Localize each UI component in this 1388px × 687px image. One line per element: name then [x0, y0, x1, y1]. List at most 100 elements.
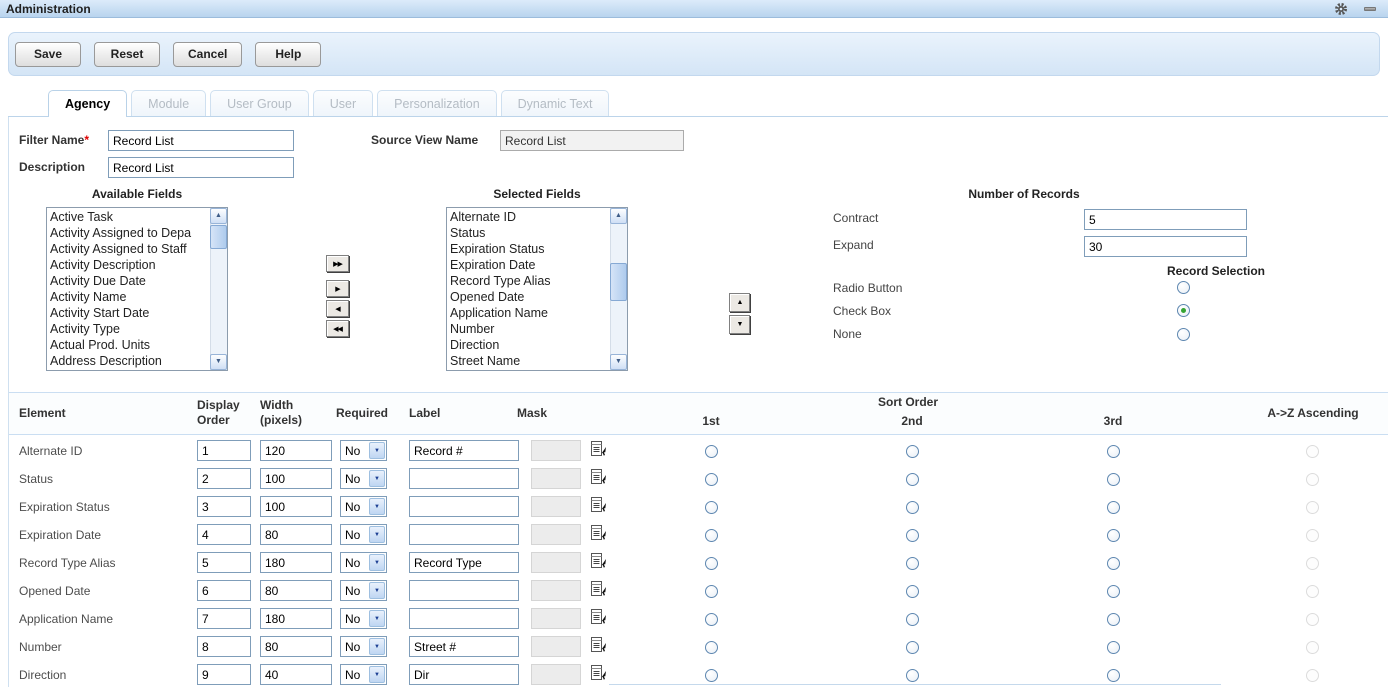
cancel-button[interactable]: Cancel [173, 41, 243, 67]
list-item[interactable]: Actual Prod. Units [50, 338, 151, 352]
sort-1st-radio[interactable] [705, 585, 718, 598]
move-all-right-button[interactable]: ▶▶ [326, 255, 349, 272]
mask-edit-icon[interactable] [590, 608, 607, 627]
label-input[interactable] [409, 496, 519, 517]
sort-3rd-radio[interactable] [1107, 473, 1120, 486]
list-item[interactable]: Activity Type [50, 322, 120, 336]
list-item[interactable]: Alternate ID [450, 210, 517, 224]
list-item[interactable]: Opened Date [450, 290, 525, 304]
contract-input[interactable] [1084, 209, 1247, 230]
label-input[interactable] [409, 580, 519, 601]
save-button[interactable]: Save [15, 41, 81, 67]
mask-edit-icon[interactable] [590, 440, 607, 459]
label-input[interactable] [409, 636, 519, 657]
move-down-button[interactable]: ▼ [729, 315, 750, 334]
scroll-down-icon[interactable]: ▼ [210, 354, 227, 370]
sort-3rd-radio[interactable] [1107, 529, 1120, 542]
move-right-button[interactable]: ▶ [326, 280, 349, 297]
scrollbar-thumb[interactable] [610, 263, 627, 301]
reset-button[interactable]: Reset [94, 41, 160, 67]
list-item[interactable]: Activity Description [50, 258, 156, 272]
sort-2nd-radio[interactable] [906, 613, 919, 626]
display-order-input[interactable] [197, 580, 251, 601]
sort-1st-radio[interactable] [705, 669, 718, 682]
list-item[interactable]: Activity Due Date [50, 274, 146, 288]
required-select[interactable]: No ▼ [340, 552, 387, 573]
required-select[interactable]: No ▼ [340, 524, 387, 545]
list-item[interactable]: Street Name [450, 354, 521, 368]
sort-1st-radio[interactable] [705, 641, 718, 654]
sort-2nd-radio[interactable] [906, 473, 919, 486]
sort-3rd-radio[interactable] [1107, 585, 1120, 598]
filter-name-input[interactable] [108, 130, 294, 151]
list-item[interactable]: Activity Start Date [50, 306, 150, 320]
selected-fields-listbox[interactable]: Alternate ID Status Expiration Status Expir… [446, 207, 628, 371]
help-button[interactable]: Help [255, 41, 322, 67]
label-input[interactable] [409, 468, 519, 489]
sort-2nd-radio[interactable] [906, 529, 919, 542]
list-item[interactable]: Application Name [450, 306, 548, 320]
sort-1st-radio[interactable] [705, 613, 718, 626]
width-input[interactable] [260, 552, 332, 573]
list-item[interactable]: Number [450, 322, 495, 336]
label-input[interactable] [409, 524, 519, 545]
required-select[interactable]: No ▼ [340, 608, 387, 629]
list-item[interactable]: Activity Assigned to Staff [50, 242, 187, 256]
description-input[interactable] [108, 157, 294, 178]
list-item[interactable]: Activity Name [50, 290, 127, 304]
required-select[interactable]: No ▼ [340, 496, 387, 517]
required-select[interactable]: No ▼ [340, 440, 387, 461]
minimize-icon[interactable] [1364, 6, 1376, 11]
display-order-input[interactable] [197, 496, 251, 517]
sort-1st-radio[interactable] [705, 473, 718, 486]
list-item[interactable]: Activity Assigned to Depa [50, 226, 192, 240]
sort-3rd-radio[interactable] [1107, 557, 1120, 570]
display-order-input[interactable] [197, 552, 251, 573]
tab-agency[interactable]: Agency [48, 90, 128, 117]
mask-edit-icon[interactable] [590, 524, 607, 543]
sort-1st-radio[interactable] [705, 445, 718, 458]
display-order-input[interactable] [197, 524, 251, 545]
mask-edit-icon[interactable] [590, 496, 607, 515]
sort-3rd-radio[interactable] [1107, 501, 1120, 514]
width-input[interactable] [260, 524, 332, 545]
sort-3rd-radio[interactable] [1107, 613, 1120, 626]
required-select[interactable]: No ▼ [340, 636, 387, 657]
mask-edit-icon[interactable] [590, 552, 607, 571]
available-scrollbar[interactable]: ▲ ▼ [210, 208, 227, 370]
move-all-left-button[interactable]: ◀◀ [326, 320, 349, 337]
list-item[interactable]: Active Task [50, 210, 113, 224]
required-select[interactable]: No ▼ [340, 664, 387, 685]
mask-edit-icon[interactable] [590, 580, 607, 599]
width-input[interactable] [260, 440, 332, 461]
label-input[interactable] [409, 440, 519, 461]
sort-1st-radio[interactable] [705, 557, 718, 570]
available-fields-listbox[interactable]: Active Task Activity Assigned to Depa Acti… [46, 207, 228, 371]
label-input[interactable] [409, 552, 519, 573]
sort-2nd-radio[interactable] [906, 501, 919, 514]
mask-edit-icon[interactable] [590, 636, 607, 655]
list-item[interactable]: Direction [450, 338, 500, 352]
display-order-input[interactable] [197, 440, 251, 461]
sort-2nd-radio[interactable] [906, 445, 919, 458]
width-input[interactable] [260, 664, 332, 685]
sort-2nd-radio[interactable] [906, 641, 919, 654]
sort-1st-radio[interactable] [705, 529, 718, 542]
width-input[interactable] [260, 636, 332, 657]
display-order-input[interactable] [197, 664, 251, 685]
required-select[interactable]: No ▼ [340, 580, 387, 601]
scrollbar-thumb[interactable] [210, 225, 227, 249]
scroll-up-icon[interactable]: ▲ [210, 208, 227, 224]
sort-2nd-radio[interactable] [906, 557, 919, 570]
radio-button-option-radio[interactable] [1177, 281, 1190, 294]
mask-edit-icon[interactable] [590, 664, 607, 683]
list-item[interactable]: Address Description [50, 354, 162, 368]
width-input[interactable] [260, 496, 332, 517]
sort-3rd-radio[interactable] [1107, 669, 1120, 682]
sort-2nd-radio[interactable] [906, 669, 919, 682]
display-order-input[interactable] [197, 468, 251, 489]
sort-3rd-radio[interactable] [1107, 445, 1120, 458]
none-option-radio[interactable] [1177, 328, 1190, 341]
width-input[interactable] [260, 468, 332, 489]
check-box-option-radio[interactable] [1177, 304, 1190, 317]
